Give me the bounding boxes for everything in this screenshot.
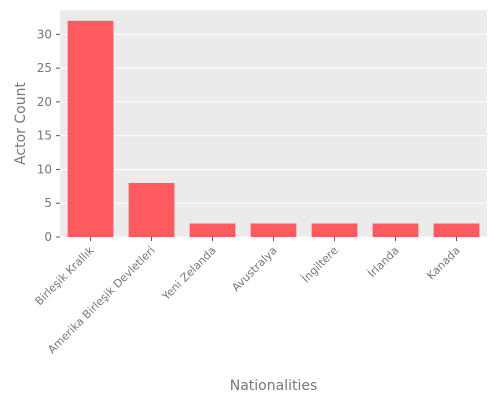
bar [67, 20, 114, 237]
bars [67, 20, 480, 237]
y-axis-label: Actor Count [13, 82, 29, 165]
y-tick-label: 20 [37, 95, 52, 109]
x-tick-label: Kanada [424, 244, 462, 282]
y-axis-ticks: 0 5 10 15 20 25 30 [37, 27, 60, 244]
y-tick-label: 10 [37, 162, 52, 176]
y-tick-label: 15 [37, 129, 52, 143]
y-tick-label: 30 [37, 27, 52, 41]
x-tick-label: İngiltere [299, 244, 340, 285]
bar [372, 223, 419, 237]
x-tick-label: Amerika Birleşik Devletleri [45, 244, 157, 356]
x-axis-label: Nationalities [230, 378, 318, 394]
y-tick-label: 25 [37, 61, 52, 75]
bar [250, 223, 297, 237]
y-tick-label: 0 [44, 230, 52, 244]
x-tick-label: Birleşik Krallık [33, 243, 98, 308]
x-tick-label: Yeni Zelanda [159, 244, 219, 304]
x-tick-label: Avustralya [229, 244, 279, 294]
bar [128, 182, 175, 237]
y-tick-label: 5 [44, 196, 52, 210]
bar [311, 223, 358, 237]
bar [433, 223, 480, 237]
bar [189, 223, 236, 237]
x-tick-label: İrlanda [365, 244, 401, 280]
